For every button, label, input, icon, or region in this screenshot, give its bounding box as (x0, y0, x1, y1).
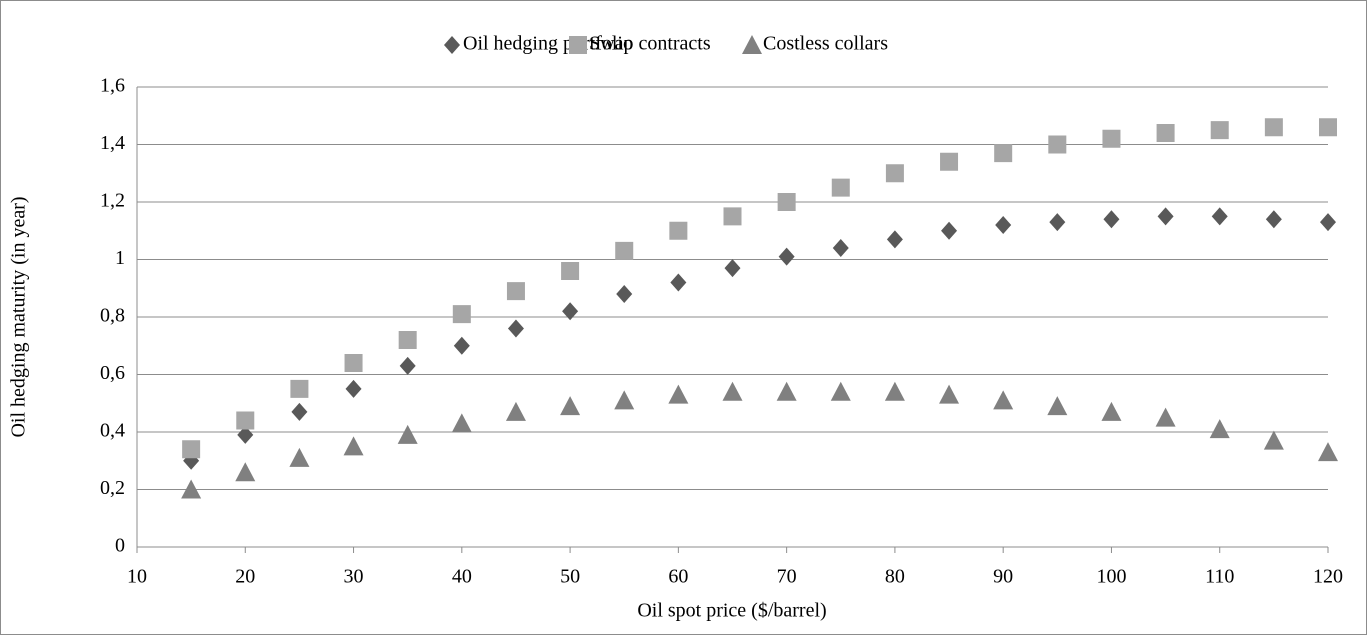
point (777, 193, 796, 211)
point (778, 247, 795, 266)
x-tick-label: 40 (452, 566, 472, 588)
point (505, 401, 526, 421)
point (560, 396, 581, 416)
x-tick-label: 50 (560, 566, 580, 588)
point (614, 390, 635, 410)
point (1319, 118, 1337, 137)
point (724, 259, 741, 278)
point (994, 144, 1013, 163)
point (668, 384, 689, 404)
point (940, 152, 959, 171)
point (397, 424, 418, 444)
y-tick-label: 1,2 (100, 190, 125, 212)
y-tick-label: 1,6 (100, 75, 125, 97)
point (399, 356, 416, 375)
y-tick-label: 1 (115, 247, 125, 269)
point (398, 331, 417, 349)
y-tick-label: 0,8 (100, 305, 125, 327)
point (616, 285, 633, 303)
point (453, 336, 470, 355)
y-tick-label: 0,2 (100, 477, 125, 499)
point (670, 273, 687, 292)
point (1264, 118, 1283, 137)
point (1320, 213, 1336, 232)
point (290, 379, 309, 398)
point (1263, 430, 1284, 450)
point (1209, 419, 1230, 439)
legend-marker (569, 36, 587, 54)
y-tick-label: 0,6 (100, 362, 125, 384)
point (289, 447, 310, 467)
point (561, 262, 580, 280)
x-tick-label: 90 (993, 566, 1013, 588)
point (1049, 213, 1066, 232)
point (995, 216, 1012, 234)
point (941, 221, 958, 240)
point (884, 381, 905, 401)
point (343, 436, 364, 456)
legend-label: Oil hedging portfolio (463, 33, 633, 55)
y-axis-title: Oil hedging maturity (in year) (8, 196, 30, 437)
legend-marker (742, 35, 762, 54)
point (237, 425, 254, 444)
point (1211, 207, 1228, 226)
point (1318, 442, 1338, 462)
point (832, 239, 849, 257)
point (831, 178, 850, 197)
point (1155, 407, 1176, 427)
x-tick-label: 120 (1313, 566, 1343, 588)
point (723, 207, 742, 226)
point (507, 319, 524, 338)
point (562, 302, 579, 321)
point (1047, 396, 1068, 416)
point (181, 479, 202, 499)
point (830, 381, 851, 401)
x-tick-label: 100 (1096, 566, 1126, 588)
point (452, 305, 471, 324)
point (506, 282, 525, 301)
point (1157, 207, 1174, 226)
legend-label: Swap contracts (589, 33, 711, 55)
point (615, 241, 634, 260)
point (886, 230, 903, 249)
point (344, 354, 363, 372)
point (236, 411, 255, 430)
point (1156, 124, 1175, 142)
x-tick-label: 20 (235, 566, 255, 588)
point (993, 390, 1014, 410)
point (722, 381, 743, 401)
point (776, 381, 797, 401)
y-tick-label: 0 (115, 535, 125, 557)
point (182, 440, 201, 459)
point (1210, 121, 1229, 140)
point (1265, 210, 1282, 229)
x-tick-label: 80 (885, 566, 905, 588)
point (939, 384, 960, 404)
legend-label: Costless collars (763, 33, 888, 55)
point (1048, 135, 1067, 154)
point (669, 221, 688, 240)
y-tick-label: 0,4 (100, 420, 125, 442)
point (1101, 401, 1122, 421)
point (345, 379, 362, 398)
x-tick-label: 10 (127, 566, 147, 588)
point (291, 402, 308, 421)
point (451, 413, 472, 433)
point (1103, 210, 1120, 229)
x-tick-label: 60 (668, 566, 688, 588)
point (235, 462, 256, 482)
point (1102, 129, 1121, 148)
x-axis-title: Oil spot price ($/barrel) (637, 600, 826, 622)
point (885, 164, 904, 183)
x-tick-label: 110 (1205, 566, 1234, 588)
x-tick-label: 70 (777, 566, 797, 588)
x-tick-label: 30 (344, 566, 364, 588)
legend-marker (444, 36, 460, 54)
y-tick-label: 1,4 (100, 132, 125, 154)
